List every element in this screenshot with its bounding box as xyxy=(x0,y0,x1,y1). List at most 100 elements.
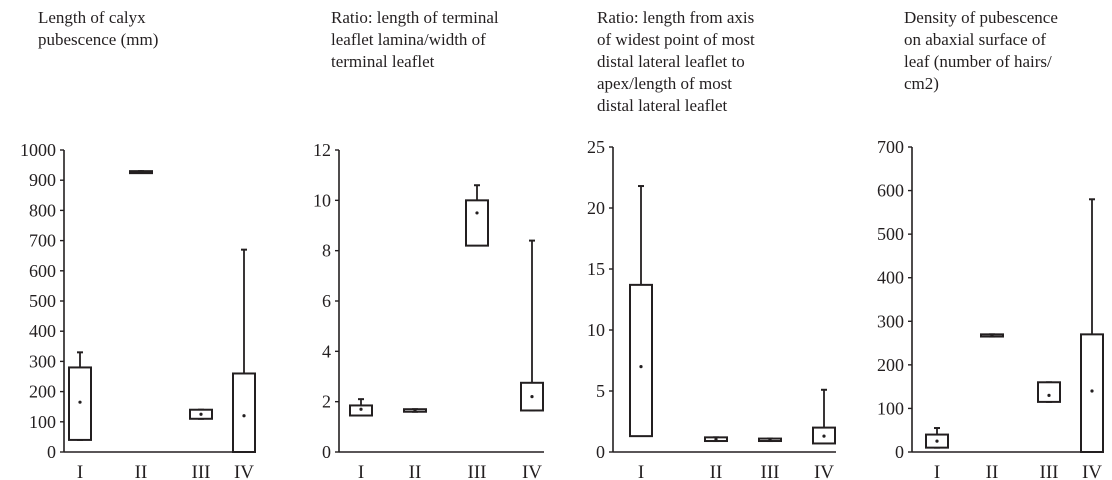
y-tick-label: 1000 xyxy=(20,140,56,160)
box-I xyxy=(629,185,653,438)
chart-title-line: of widest point of most xyxy=(597,30,755,49)
y-tick-label: 100 xyxy=(29,412,56,432)
x-tick-label: I xyxy=(77,462,83,480)
box-I xyxy=(349,398,373,417)
box-body xyxy=(465,199,489,247)
box-III xyxy=(465,184,489,247)
y-tick-label: 100 xyxy=(877,398,904,418)
y-tick-label: 400 xyxy=(29,321,56,341)
x-tick-label: II xyxy=(986,462,999,480)
x-tick-label: III xyxy=(1040,462,1059,480)
box-median-marker xyxy=(242,414,246,418)
x-tick-label: III xyxy=(468,462,487,480)
x-tick-label: II xyxy=(135,462,148,480)
box-median-marker xyxy=(1047,393,1051,397)
y-tick-label: 10 xyxy=(587,320,605,340)
chart-title: Density of pubescence on abaxial surface … xyxy=(904,8,1058,93)
box-III xyxy=(1037,381,1061,403)
chart-title-line: leaf (number of hairs/ xyxy=(904,52,1052,71)
box-median-marker xyxy=(639,365,643,369)
y-tick-label: 5 xyxy=(596,381,605,401)
box-II xyxy=(129,170,153,175)
chart-title: Ratio: length from axis of widest point o… xyxy=(597,8,755,115)
box-median-marker xyxy=(475,211,479,215)
box-III xyxy=(758,437,782,443)
x-tick-label: II xyxy=(409,462,422,480)
box-median-marker xyxy=(768,438,772,442)
chart-title-line: cm2) xyxy=(904,74,939,93)
y-tick-label: 15 xyxy=(587,259,605,279)
box-IV xyxy=(232,248,256,454)
chart-title: Length of calyx pubescence (mm) xyxy=(38,8,158,49)
chart-title-line: distal lateral leaflet to xyxy=(597,52,745,71)
chart-title-line: Length of calyx xyxy=(38,8,146,27)
y-tick-label: 6 xyxy=(322,291,331,311)
chart-panel-4: Density of pubescence on abaxial surface … xyxy=(877,8,1104,480)
y-tick-label: 700 xyxy=(877,137,904,157)
box-II xyxy=(403,408,427,413)
box-median-marker xyxy=(199,412,203,416)
box-IV xyxy=(520,239,544,412)
chart-title-line: apex/length of most xyxy=(597,74,732,93)
chart-title-line: Ratio: length from axis xyxy=(597,8,754,27)
y-tick-label: 200 xyxy=(29,382,56,402)
box-body xyxy=(1037,381,1061,403)
x-tick-label: IV xyxy=(1082,462,1102,480)
y-tick-label: 400 xyxy=(877,268,904,288)
x-tick-label: III xyxy=(761,462,780,480)
y-tick-label: 500 xyxy=(877,224,904,244)
y-tick-label: 12 xyxy=(313,140,331,160)
box-body xyxy=(629,283,653,438)
chart-title-line: distal lateral leaflet xyxy=(597,96,728,115)
y-tick-label: 700 xyxy=(29,231,56,251)
chart-title-line: Ratio: length of terminal xyxy=(331,8,499,27)
box-median-marker xyxy=(714,437,718,441)
box-III xyxy=(189,408,213,420)
x-tick-label: IV xyxy=(522,462,542,480)
box-median-marker xyxy=(530,395,534,399)
y-tick-label: 25 xyxy=(587,137,605,157)
y-tick-label: 600 xyxy=(29,261,56,281)
box-median-marker xyxy=(1090,389,1094,393)
box-IV xyxy=(812,388,836,445)
y-tick-label: 600 xyxy=(877,181,904,201)
chart-title-line: pubescence (mm) xyxy=(38,30,158,49)
x-tick-label: II xyxy=(710,462,723,480)
box-I xyxy=(68,351,92,441)
chart-panel-3: Ratio: length from axis of widest point o… xyxy=(587,8,836,480)
box-IV xyxy=(1080,198,1104,454)
box-median-marker xyxy=(990,333,994,337)
y-tick-label: 200 xyxy=(877,355,904,375)
x-tick-label: III xyxy=(192,462,211,480)
y-tick-label: 0 xyxy=(596,442,605,462)
y-tick-label: 8 xyxy=(322,241,331,261)
box-body xyxy=(1080,333,1104,454)
box-body xyxy=(232,372,256,454)
x-tick-label: IV xyxy=(814,462,834,480)
box-median-marker xyxy=(359,407,363,411)
box-median-marker xyxy=(139,170,143,174)
x-tick-label: I xyxy=(358,462,364,480)
chart-title-line: leaflet lamina/width of xyxy=(331,30,486,49)
y-tick-label: 300 xyxy=(877,311,904,331)
y-tick-label: 2 xyxy=(322,392,331,412)
y-tick-label: 500 xyxy=(29,291,56,311)
y-tick-label: 10 xyxy=(313,190,331,210)
box-median-marker xyxy=(935,439,939,443)
box-median-marker xyxy=(822,434,826,438)
box-median-marker xyxy=(78,400,82,404)
y-tick-label: 4 xyxy=(322,341,331,361)
box-I xyxy=(925,427,949,449)
y-tick-label: 800 xyxy=(29,200,56,220)
chart-panel-1: Length of calyx pubescence (mm) 0 100 200 300… xyxy=(20,8,256,480)
chart-title: Ratio: length of terminal leaflet lamina/… xyxy=(331,8,499,71)
x-tick-label: I xyxy=(934,462,940,480)
chart-title-line: on abaxial surface of xyxy=(904,30,1046,49)
y-tick-label: 20 xyxy=(587,198,605,218)
y-tick-label: 300 xyxy=(29,351,56,371)
y-tick-label: 900 xyxy=(29,170,56,190)
x-tick-label: IV xyxy=(234,462,254,480)
chart-title-line: Density of pubescence xyxy=(904,8,1058,27)
chart-panel-2: Ratio: length of terminal leaflet lamina/… xyxy=(313,8,544,480)
